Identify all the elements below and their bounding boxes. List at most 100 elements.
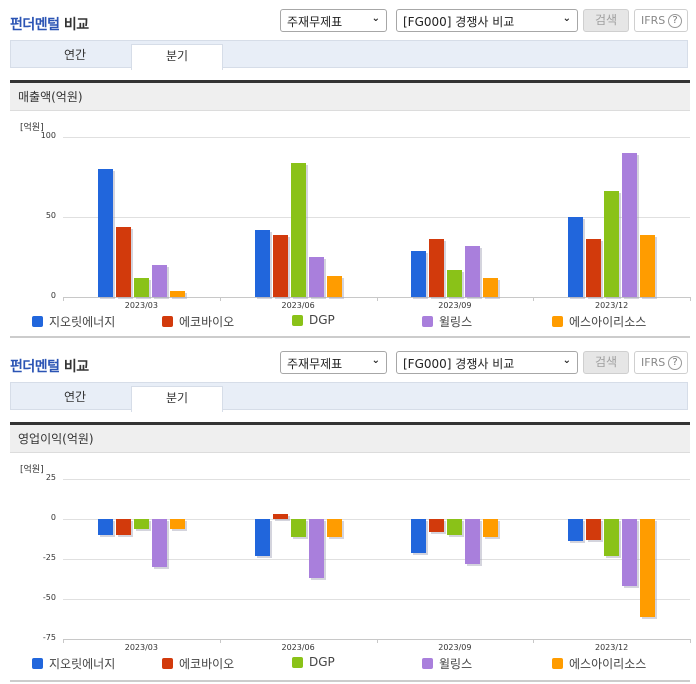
bar[interactable] <box>133 277 149 297</box>
bar[interactable] <box>640 234 656 297</box>
legend-item[interactable]: DGP <box>292 655 335 669</box>
bar[interactable] <box>272 514 288 519</box>
legend-item[interactable]: 에스아이리소스 <box>552 655 646 672</box>
legend-swatch-icon <box>552 658 563 669</box>
bar[interactable] <box>169 519 185 529</box>
bar[interactable] <box>447 269 463 297</box>
help-icon[interactable]: ? <box>668 356 682 370</box>
chevron-down-icon: ⌄ <box>371 13 380 24</box>
bar[interactable] <box>429 519 445 532</box>
x-tick-mark <box>219 297 221 301</box>
statement-type-value: 주재무제표 <box>287 357 343 371</box>
gridline <box>63 599 690 600</box>
x-tick-label: 2023/06 <box>281 301 315 310</box>
bar[interactable] <box>586 519 602 540</box>
legend-label: DGP <box>309 655 335 669</box>
x-tick-mark <box>690 297 691 301</box>
legend-label: 윌링스 <box>439 315 473 329</box>
fundamental-section-1: 펀더멘털 비교 주재무제표 ⌄ [FG000] 경쟁사 비교 ⌄ 검색 IFRS… <box>0 0 696 340</box>
bar[interactable] <box>411 250 427 297</box>
section-title: 펀더멘털 비교 <box>10 356 89 376</box>
bar[interactable] <box>254 229 270 297</box>
bar[interactable] <box>151 519 167 567</box>
bar[interactable] <box>151 265 167 297</box>
legend-item[interactable]: 윌링스 <box>422 313 472 330</box>
bar[interactable] <box>326 519 342 537</box>
statement-type-select[interactable]: 주재무제표 ⌄ <box>280 351 387 374</box>
bar[interactable] <box>97 169 113 297</box>
bar[interactable] <box>483 519 499 537</box>
bar[interactable] <box>272 234 288 297</box>
x-tick-label: 2023/06 <box>281 643 315 652</box>
bar[interactable] <box>586 239 602 297</box>
title-rest: 비교 <box>63 17 89 33</box>
statement-type-select[interactable]: 주재무제표 ⌄ <box>280 9 387 32</box>
bar[interactable] <box>326 276 342 297</box>
bar[interactable] <box>604 191 620 297</box>
x-tick-mark <box>63 297 64 301</box>
y-tick-label: 100 <box>40 131 56 140</box>
title-highlight: 펀더멘털 <box>10 359 60 375</box>
legend-label: DGP <box>309 313 335 327</box>
ifrs-label: IFRS <box>641 356 666 369</box>
gridline <box>63 519 690 520</box>
bar[interactable] <box>115 226 131 297</box>
gridline <box>63 479 690 480</box>
bar[interactable] <box>483 277 499 297</box>
x-tick-label: 2023/09 <box>438 301 472 310</box>
bar[interactable] <box>465 245 481 297</box>
comparison-select[interactable]: [FG000] 경쟁사 비교 ⌄ <box>396 351 578 374</box>
y-tick-label: 25 <box>45 473 56 482</box>
legend-item[interactable]: 에스아이리소스 <box>552 313 646 330</box>
period-tabs: 연간 분기 <box>10 40 688 70</box>
bar[interactable] <box>97 519 113 535</box>
bar[interactable] <box>568 217 584 297</box>
help-icon[interactable]: ? <box>668 14 682 28</box>
gridline <box>63 559 690 560</box>
bar[interactable] <box>290 162 306 297</box>
bar[interactable] <box>254 519 270 556</box>
legend-item[interactable]: 지오릿에너지 <box>32 313 115 330</box>
comparison-select[interactable]: [FG000] 경쟁사 비교 ⌄ <box>396 9 578 32</box>
bar[interactable] <box>465 519 481 564</box>
bar[interactable] <box>133 519 149 529</box>
ifrs-button[interactable]: IFRS ? <box>634 9 688 32</box>
legend-swatch-icon <box>422 316 433 327</box>
x-tick-label: 2023/09 <box>438 643 472 652</box>
bar[interactable] <box>640 519 656 617</box>
search-button[interactable]: 검색 <box>583 351 629 374</box>
section-header: 펀더멘털 비교 주재무제표 ⌄ [FG000] 경쟁사 비교 ⌄ 검색 IFRS… <box>0 0 696 36</box>
bar[interactable] <box>290 519 306 537</box>
bar[interactable] <box>115 519 131 535</box>
unit-label: [억원] <box>20 465 44 475</box>
bar[interactable] <box>568 519 584 542</box>
bar[interactable] <box>622 519 638 587</box>
legend-item[interactable]: 윌링스 <box>422 655 472 672</box>
tab-quarterly[interactable]: 분기 <box>131 386 223 412</box>
chevron-down-icon: ⌄ <box>371 355 380 366</box>
gridline <box>63 137 690 138</box>
legend-swatch-icon <box>422 658 433 669</box>
legend-item[interactable]: DGP <box>292 313 335 327</box>
tab-annual[interactable]: 연간 <box>63 390 87 404</box>
legend-item[interactable]: 에코바이오 <box>162 655 234 672</box>
period-tabs: 연간 분기 <box>10 382 688 412</box>
legend-swatch-icon <box>32 658 43 669</box>
search-button[interactable]: 검색 <box>583 9 629 32</box>
bar[interactable] <box>308 257 324 297</box>
bar[interactable] <box>308 519 324 579</box>
bar[interactable] <box>447 519 463 535</box>
legend-item[interactable]: 에코바이오 <box>162 313 234 330</box>
comparison-value: [FG000] 경쟁사 비교 <box>403 15 515 29</box>
bar[interactable] <box>622 153 638 297</box>
ifrs-button[interactable]: IFRS ? <box>634 351 688 374</box>
bar[interactable] <box>169 290 185 297</box>
section-title: 펀더멘털 비교 <box>10 14 89 34</box>
tab-annual[interactable]: 연간 <box>63 48 87 62</box>
legend-item[interactable]: 지오릿에너지 <box>32 655 115 672</box>
bar[interactable] <box>604 519 620 556</box>
bar[interactable] <box>411 519 427 553</box>
x-tick-label: 2023/12 <box>595 301 629 310</box>
tab-quarterly[interactable]: 분기 <box>131 44 223 70</box>
bar[interactable] <box>429 239 445 297</box>
